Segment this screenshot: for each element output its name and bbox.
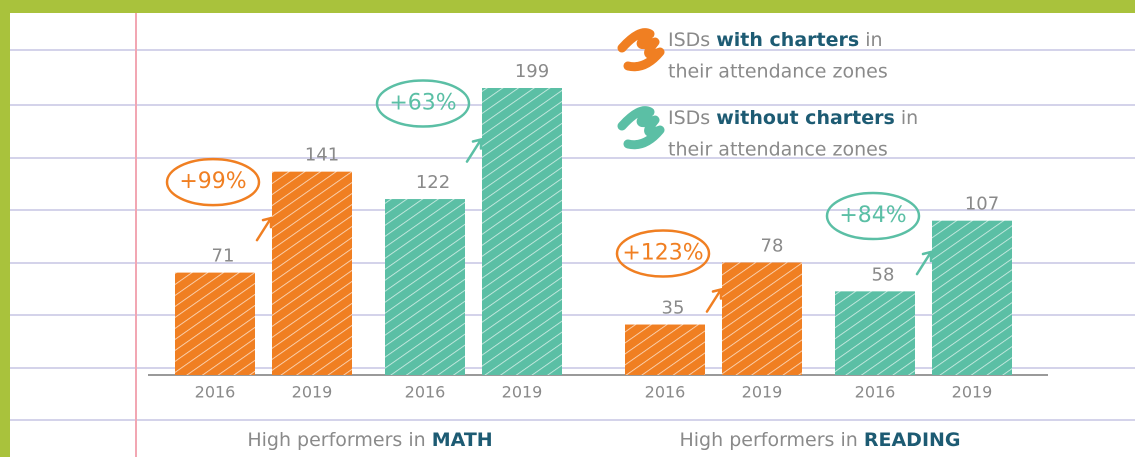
change-circle [375,79,471,128]
change-circle [825,191,921,241]
value-label: 78 [761,236,784,257]
top-border [0,0,1135,13]
value-label: 141 [305,145,339,166]
bar [835,291,915,375]
change-label: +63% [389,91,456,116]
left-border [0,0,10,457]
change-circle [615,229,711,278]
change-circle [165,157,261,207]
change-arrow [915,250,933,276]
group-label: High performers in READING [679,429,960,451]
change-label: +123% [622,241,703,266]
legend-label: ISDs with charters in [668,29,883,51]
change-label: +99% [179,169,246,194]
bar [482,88,562,375]
bar [722,262,802,375]
legend-swatch [617,106,665,150]
x-tick-label: 2016 [645,383,686,402]
bar [175,272,255,375]
x-tick-label: 2019 [952,383,993,402]
legend-label: ISDs without charters in [668,107,918,129]
bar [385,199,465,375]
x-tick-label: 2019 [742,383,783,402]
legend-swatch [617,28,665,72]
x-tick-label: 2019 [502,383,543,402]
x-tick-label: 2016 [405,383,446,402]
value-label: 199 [515,61,549,82]
bar [272,171,352,375]
change-arrow [255,216,273,242]
bar [932,220,1012,375]
change-arrow [705,287,723,313]
change-arrow [465,137,483,163]
change-label: +84% [839,203,906,228]
value-label: 71 [212,246,235,267]
value-label: 35 [662,298,685,319]
x-tick-label: 2016 [195,383,236,402]
group-label: High performers in MATH [247,429,492,451]
bar [625,324,705,375]
value-label: 58 [872,264,895,285]
x-tick-label: 2016 [855,383,896,402]
value-label: 107 [965,194,999,215]
legend-label: their attendance zones [668,61,888,83]
x-tick-label: 2019 [292,383,333,402]
value-label: 122 [416,172,450,193]
legend-label: their attendance zones [668,139,888,161]
